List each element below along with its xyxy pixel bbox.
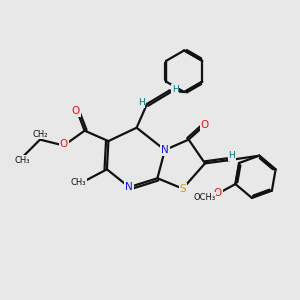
Text: OCH₃: OCH₃ bbox=[193, 193, 215, 202]
Text: H: H bbox=[172, 85, 178, 94]
Text: N: N bbox=[125, 182, 133, 192]
Text: O: O bbox=[213, 188, 222, 198]
Text: H: H bbox=[228, 152, 235, 160]
Text: O: O bbox=[201, 120, 209, 130]
Text: O: O bbox=[72, 106, 80, 116]
Text: O: O bbox=[60, 139, 68, 149]
Text: H: H bbox=[138, 98, 145, 107]
Text: CH₂: CH₂ bbox=[32, 130, 48, 139]
Text: CH₃: CH₃ bbox=[14, 156, 30, 165]
Text: CH₃: CH₃ bbox=[71, 178, 86, 187]
Text: N: N bbox=[161, 145, 169, 155]
Text: S: S bbox=[179, 184, 186, 194]
